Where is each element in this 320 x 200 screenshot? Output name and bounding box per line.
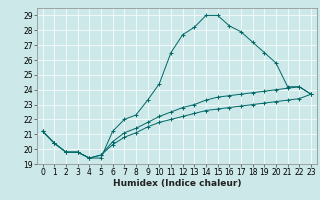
X-axis label: Humidex (Indice chaleur): Humidex (Indice chaleur) <box>113 179 241 188</box>
